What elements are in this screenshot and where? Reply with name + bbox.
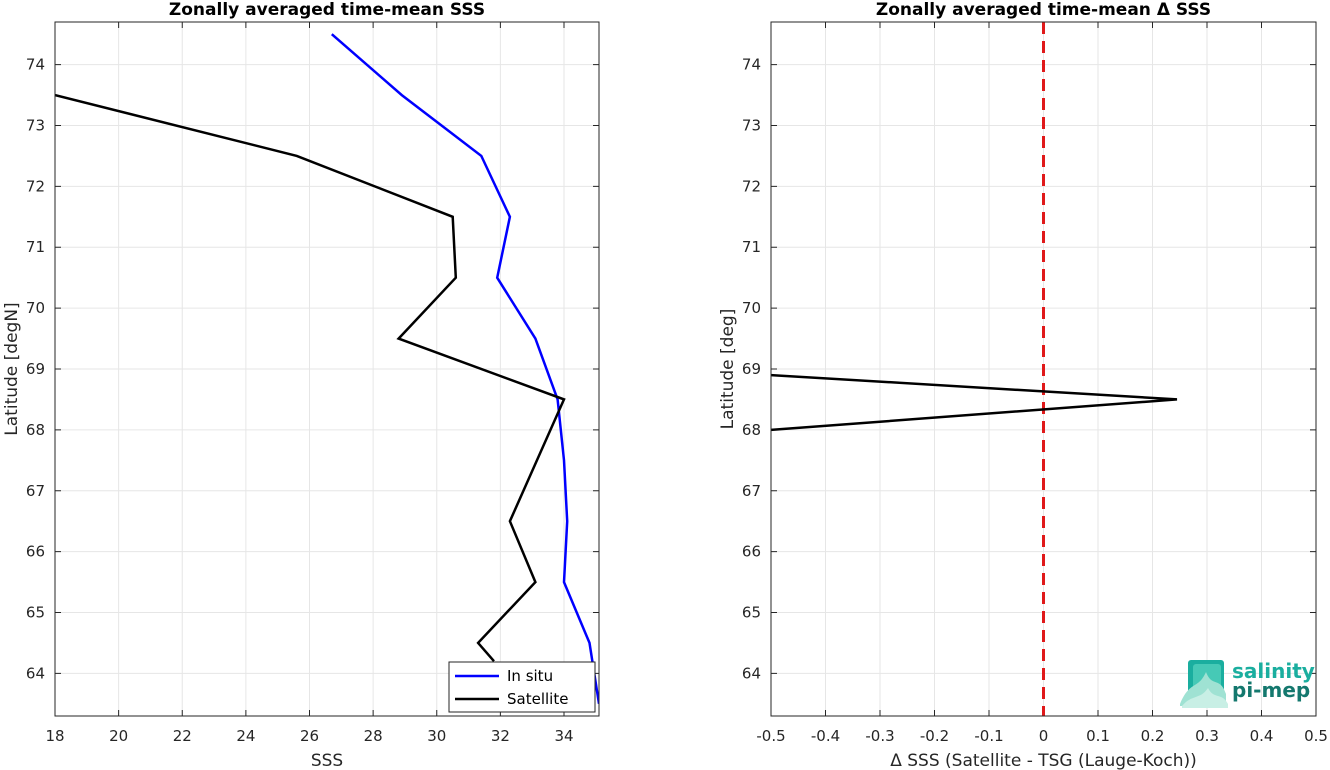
- x-tick-label: 0.3: [1195, 727, 1219, 745]
- y-tick-label: 68: [26, 421, 45, 439]
- y-axis-label: Latitude [degN]: [2, 302, 22, 435]
- delta-sss-panel: -0.5 -0.4 -0.3 -0.2 -0.1 0 0.1 0.2 0.3 0.4 0.5 64 65…: [718, 0, 1328, 770]
- sss-panel: 18 20 22 24 26 28 30 32 34 64 65 66 67 68 69 70 71 72 73 74…: [2, 0, 600, 770]
- x-tick-label: 0: [1039, 727, 1049, 745]
- x-tick-label: 0.1: [1086, 727, 1110, 745]
- x-tick-label: 34: [554, 727, 573, 745]
- y-tick-label: 71: [742, 238, 761, 256]
- x-tick-label: 0.2: [1141, 727, 1165, 745]
- wave-logo-icon: [1180, 660, 1228, 708]
- y-tick-label: 73: [742, 116, 761, 134]
- y-tick-label: 65: [26, 604, 45, 622]
- x-tick-label: 26: [300, 727, 319, 745]
- legend: In situ Satellite: [448, 661, 596, 713]
- x-tick-label: 28: [364, 727, 383, 745]
- x-tick-label: 30: [427, 727, 446, 745]
- y-tick-label: 73: [26, 116, 45, 134]
- y-tick-label: 74: [742, 56, 761, 74]
- y-tick-label: 64: [742, 664, 761, 682]
- series-line-1: [55, 93, 566, 663]
- legend-box: [448, 661, 596, 713]
- x-tick-label: -0.2: [920, 727, 949, 745]
- chart-title: Zonally averaged time-mean Δ SSS: [876, 0, 1211, 20]
- x-tick-label: 0.5: [1304, 727, 1328, 745]
- x-tick-label: 24: [236, 727, 255, 745]
- y-tick-label: 68: [742, 421, 761, 439]
- x-tick-label: 20: [109, 727, 128, 745]
- axes-box: [54, 21, 600, 717]
- y-axis-label: Latitude [deg]: [718, 309, 738, 430]
- logo-text-salinity: salinity: [1232, 659, 1315, 683]
- y-tick-label: 65: [742, 604, 761, 622]
- x-tick-label: 0.4: [1250, 727, 1274, 745]
- x-axis-label: Δ SSS (Satellite - TSG (Lauge-Koch)): [890, 751, 1197, 770]
- x-tick-label: -0.4: [811, 727, 840, 745]
- y-tick-label: 70: [26, 299, 45, 317]
- x-axis-label: SSS: [311, 751, 343, 770]
- salinity-pimep-logo: salinity pi-mep: [1180, 659, 1315, 708]
- legend-label: Satellite: [507, 690, 568, 708]
- logo-text-pimep: pi-mep: [1232, 678, 1310, 702]
- y-tick-label: 74: [26, 56, 45, 74]
- x-tick-label: -0.5: [756, 727, 785, 745]
- y-tick-label: 69: [742, 360, 761, 378]
- legend-label: In situ: [507, 667, 553, 685]
- chart-title: Zonally averaged time-mean SSS: [169, 0, 485, 20]
- y-tick-label: 72: [26, 177, 45, 195]
- series-line-0: [330, 33, 599, 704]
- y-tick-label: 72: [742, 177, 761, 195]
- y-tick-label: 67: [742, 482, 761, 500]
- x-tick-label: 18: [45, 727, 64, 745]
- x-tick-label: 22: [173, 727, 192, 745]
- y-tick-label: 69: [26, 360, 45, 378]
- axes-box: [770, 21, 1317, 717]
- y-tick-label: 66: [26, 543, 45, 561]
- x-tick-label: -0.3: [865, 727, 894, 745]
- y-tick-label: 70: [742, 299, 761, 317]
- y-tick-label: 64: [26, 664, 45, 682]
- series-line-0: [771, 373, 1178, 432]
- y-tick-label: 71: [26, 238, 45, 256]
- y-tick-label: 67: [26, 482, 45, 500]
- y-tick-label: 66: [742, 543, 761, 561]
- x-tick-label: 32: [491, 727, 510, 745]
- x-tick-label: -0.1: [974, 727, 1003, 745]
